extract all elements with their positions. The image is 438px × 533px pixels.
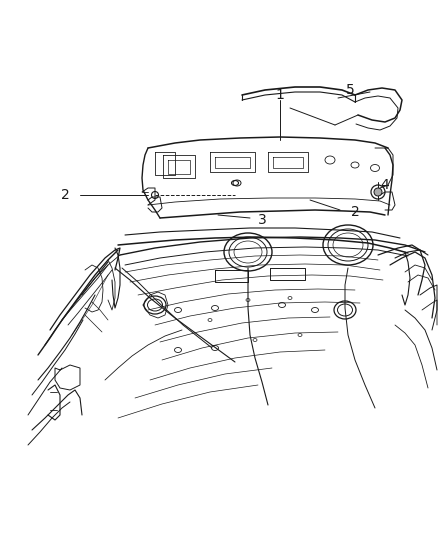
Ellipse shape	[374, 188, 382, 196]
Text: 5: 5	[346, 83, 354, 97]
Text: 2: 2	[351, 205, 359, 219]
Text: 3: 3	[258, 213, 266, 227]
Text: 4: 4	[381, 178, 389, 192]
Text: 1: 1	[276, 88, 284, 102]
Text: 2: 2	[60, 188, 69, 202]
